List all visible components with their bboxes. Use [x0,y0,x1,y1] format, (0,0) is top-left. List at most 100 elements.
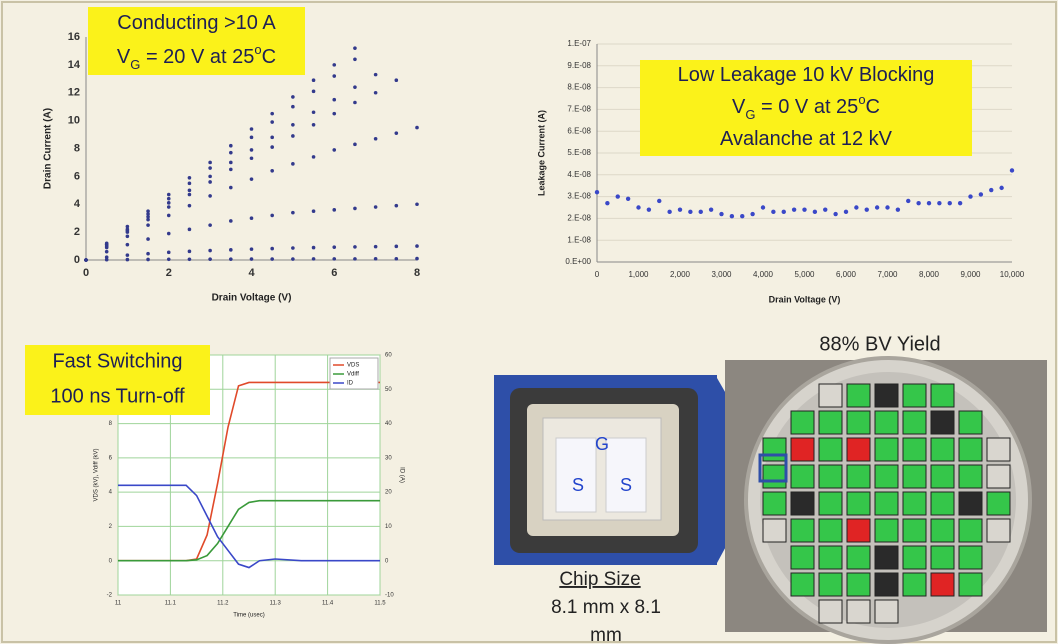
chip-caption: 8.1 mm x 8.1 [551,597,661,618]
data-point [270,214,274,218]
die [931,492,954,515]
y-tick-label: 10 [68,115,80,127]
data-point [374,91,378,95]
x-tick-label: 8 [414,267,420,279]
data-point [813,210,817,214]
die [819,519,842,542]
data-point [146,258,150,262]
data-point [688,210,692,214]
x-tick-label: 3,000 [711,270,732,279]
die [791,546,814,569]
y2-tick-label: 10 [385,524,392,530]
die [903,384,926,407]
die [931,384,954,407]
die [903,546,926,569]
die [903,411,926,434]
data-point [229,161,233,165]
data-point [332,148,336,152]
die [875,546,898,569]
data-point [415,202,419,206]
data-point [395,78,399,82]
annotation: Fast Switching [52,351,182,373]
gate-label: G [595,434,609,454]
data-point [229,219,233,223]
data-point [250,257,254,261]
wafer-caption: 88% BV Yield [819,333,940,355]
data-point [208,223,212,227]
y-tick-label: 14 [68,59,81,71]
data-point [699,210,703,214]
y-tick-label: 3.E-08 [567,192,591,201]
data-point [188,193,192,197]
data-point [332,208,336,212]
data-point [229,186,233,190]
y-tick-label: 8 [74,142,80,154]
data-point [105,246,109,250]
y2-tick-label: 50 [385,387,392,393]
y-tick-label: 2 [74,226,80,238]
y-axis-label: Drain Current (A) [43,108,54,189]
data-point [126,253,130,257]
die [763,492,786,515]
die [903,492,926,515]
data-point [291,246,295,250]
die [875,492,898,515]
data-point [146,218,150,222]
data-point [188,258,192,262]
y2-tick-label: 30 [385,455,392,461]
y-tick-label: 8 [109,421,113,427]
data-point [105,258,109,262]
annotation-run: Conducting >10 A [117,12,276,34]
data-point [291,105,295,109]
source-label: S [572,475,584,495]
y-tick-label: 2.E-08 [567,214,591,223]
y-axis-label: Leakage Current (A) [536,110,546,196]
y-tick-label: 8.E-08 [567,83,591,92]
y2-tick-label: -10 [385,593,394,599]
data-point [270,257,274,261]
data-point [208,161,212,165]
y-tick-label: 12 [68,87,80,99]
data-point [833,212,837,216]
die [959,546,982,569]
y-tick-label: 6.E-08 [567,126,591,135]
data-point [229,151,233,155]
data-point [616,194,620,198]
data-point [291,257,295,261]
annotation-run: Avalanche at 12 kV [720,128,893,150]
data-point [595,190,599,194]
die [987,492,1010,515]
die [875,384,898,407]
die [791,492,814,515]
die [987,438,1010,461]
data-point [968,194,972,198]
data-point [792,207,796,211]
data-point [885,205,889,209]
annotation-run: 100 ns Turn-off [50,386,185,408]
die [903,519,926,542]
x-tick-label: 6 [331,267,337,279]
data-point [208,257,212,261]
data-point [188,182,192,186]
y2-tick-label: 40 [385,421,392,427]
y-tick-label: 4.E-08 [567,170,591,179]
data-point [948,201,952,205]
data-point [270,136,274,140]
data-point [332,257,336,261]
data-point [250,156,254,160]
y2-tick-label: 20 [385,490,392,496]
data-point [208,166,212,170]
die [819,573,842,596]
die [763,465,786,488]
y-tick-label: -2 [107,593,113,599]
data-point [208,194,212,198]
data-point [761,205,765,209]
die [959,519,982,542]
data-point [415,126,419,130]
annotation-run: C [866,96,880,118]
y2-tick-label: 60 [385,353,392,359]
data-point [626,197,630,201]
data-point [188,204,192,208]
data-point [229,257,233,261]
data-point [312,257,316,261]
